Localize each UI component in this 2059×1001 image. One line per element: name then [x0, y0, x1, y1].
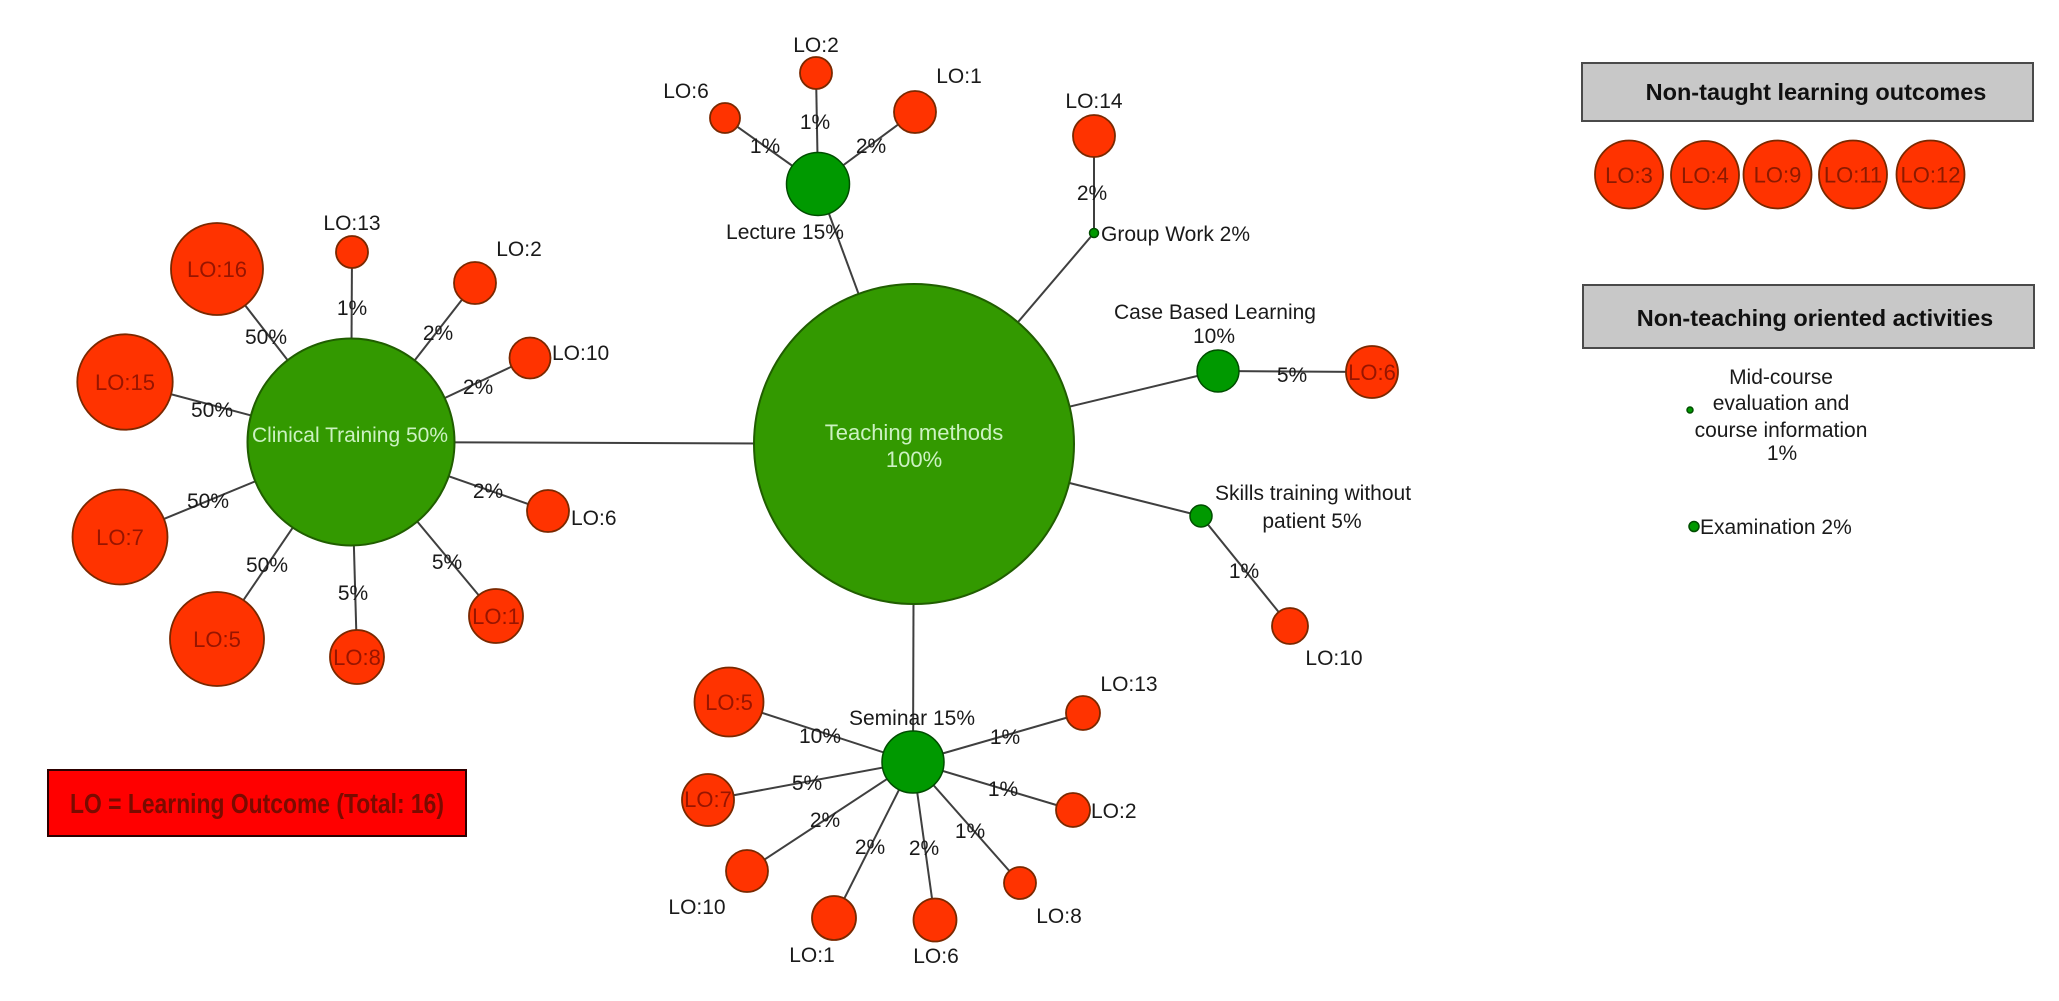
svg-text:LO:16: LO:16 [187, 257, 247, 282]
svg-text:LO:6: LO:6 [1348, 360, 1396, 385]
svg-text:evaluation and: evaluation and [1713, 392, 1850, 415]
svg-text:Case Based Learning: Case Based Learning [1114, 301, 1316, 324]
svg-text:1%: 1% [1229, 560, 1259, 583]
svg-text:Lecture 15%: Lecture 15% [726, 221, 844, 244]
svg-text:LO:13: LO:13 [1100, 673, 1157, 696]
svg-text:LO:6: LO:6 [663, 80, 709, 103]
svg-text:10%: 10% [1193, 325, 1235, 348]
svg-text:LO:1: LO:1 [472, 604, 520, 629]
svg-text:10%: 10% [799, 725, 841, 748]
svg-text:LO:13: LO:13 [323, 212, 380, 235]
svg-text:LO:2: LO:2 [793, 34, 839, 57]
svg-text:1%: 1% [955, 820, 985, 843]
svg-text:Non-teaching oriented activiti: Non-teaching oriented activities [1637, 305, 1993, 331]
svg-text:50%: 50% [187, 490, 229, 513]
svg-text:2%: 2% [1077, 182, 1107, 205]
svg-text:2%: 2% [855, 836, 885, 859]
svg-text:LO:3: LO:3 [1605, 163, 1653, 188]
svg-text:1%: 1% [750, 135, 780, 158]
svg-text:2%: 2% [473, 480, 503, 503]
svg-text:5%: 5% [432, 551, 462, 574]
svg-text:LO:5: LO:5 [705, 690, 753, 715]
svg-text:LO:6: LO:6 [913, 945, 959, 968]
svg-text:Seminar 15%: Seminar 15% [849, 707, 975, 730]
svg-text:50%: 50% [245, 326, 287, 349]
svg-text:LO:15: LO:15 [95, 370, 155, 395]
svg-text:patient 5%: patient 5% [1262, 510, 1361, 533]
svg-text:LO:12: LO:12 [1901, 163, 1961, 188]
svg-text:50%: 50% [191, 399, 233, 422]
svg-text:LO:6: LO:6 [571, 507, 617, 530]
svg-text:2%: 2% [423, 322, 453, 345]
svg-text:LO:14: LO:14 [1065, 90, 1123, 113]
svg-text:LO:7: LO:7 [96, 525, 144, 550]
svg-text:LO = Learning Outcome (Total:: LO = Learning Outcome (Total: 16) [70, 788, 444, 819]
svg-text:Skills training without: Skills training without [1215, 482, 1411, 505]
svg-text:LO:10: LO:10 [668, 896, 725, 919]
svg-text:Non-taught learning outcomes: Non-taught learning outcomes [1646, 79, 1987, 105]
svg-text:2%: 2% [463, 376, 493, 399]
svg-text:LO:10: LO:10 [1305, 647, 1362, 670]
svg-text:Teaching methods: Teaching methods [825, 420, 1004, 445]
svg-text:LO:2: LO:2 [1091, 800, 1137, 823]
svg-text:Examination 2%: Examination 2% [1700, 516, 1852, 539]
svg-text:LO:7: LO:7 [684, 787, 732, 812]
svg-text:LO:2: LO:2 [496, 238, 542, 261]
svg-text:LO:4: LO:4 [1681, 163, 1729, 188]
svg-text:1%: 1% [990, 726, 1020, 749]
svg-text:LO:1: LO:1 [789, 944, 835, 967]
svg-text:2%: 2% [856, 135, 886, 158]
svg-text:LO:8: LO:8 [1036, 905, 1082, 928]
svg-text:Clinical Training 50%: Clinical Training 50% [252, 424, 448, 447]
svg-text:LO:5: LO:5 [193, 627, 241, 652]
svg-text:1%: 1% [337, 297, 367, 320]
svg-text:5%: 5% [338, 582, 368, 605]
svg-text:1%: 1% [800, 111, 830, 134]
svg-text:Group Work 2%: Group Work 2% [1101, 223, 1250, 246]
svg-text:Mid-course: Mid-course [1729, 366, 1833, 389]
svg-text:LO:11: LO:11 [1824, 163, 1882, 188]
svg-text:2%: 2% [909, 837, 939, 860]
svg-text:LO:8: LO:8 [333, 645, 381, 670]
svg-text:50%: 50% [246, 554, 288, 577]
svg-text:1%: 1% [988, 778, 1018, 801]
svg-text:5%: 5% [792, 772, 822, 795]
svg-text:5%: 5% [1277, 364, 1307, 387]
svg-text:LO:10: LO:10 [552, 342, 609, 365]
svg-text:1%: 1% [1767, 442, 1797, 465]
svg-text:LO:1: LO:1 [936, 65, 982, 88]
svg-text:LO:9: LO:9 [1754, 163, 1802, 188]
svg-text:100%: 100% [886, 447, 942, 472]
svg-text:course information: course information [1695, 419, 1868, 442]
svg-text:2%: 2% [810, 809, 840, 832]
